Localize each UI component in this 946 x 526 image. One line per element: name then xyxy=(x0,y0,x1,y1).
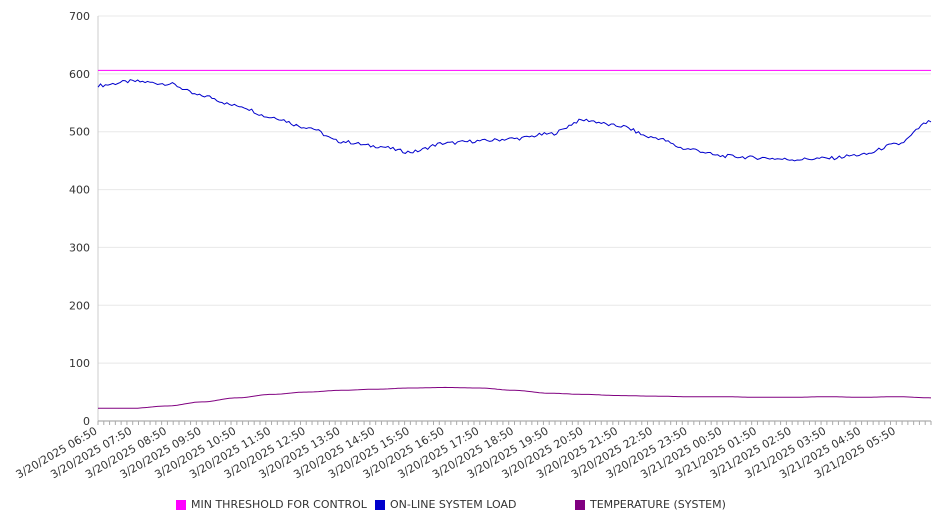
legend-label-temperature: TEMPERATURE (SYSTEM) xyxy=(590,498,726,511)
y-tick-label: 700 xyxy=(69,10,90,23)
legend-swatch-min-threshold xyxy=(176,499,186,510)
legend-swatch-system-load xyxy=(375,499,385,510)
legend-item-temperature: TEMPERATURE (SYSTEM) xyxy=(575,498,726,511)
legend-label-min-threshold: MIN THRESHOLD FOR CONTROL xyxy=(191,498,367,511)
legend-label-system-load: ON-LINE SYSTEM LOAD xyxy=(390,498,517,511)
y-tick-labels: 0 100 200 300 400 500 600 700 xyxy=(69,10,90,428)
x-tick-labels: 3/20/2025 06:503/20/2025 07:503/20/2025 … xyxy=(14,424,898,481)
y-tick-label: 400 xyxy=(69,184,90,197)
legend: MIN THRESHOLD FOR CONTROL ON-LINE SYSTEM… xyxy=(0,498,946,514)
legend-item-system-load: ON-LINE SYSTEM LOAD xyxy=(375,498,516,511)
y-tick-label: 0 xyxy=(83,415,90,428)
series-line-temperature-system xyxy=(98,386,932,409)
y-tick-label: 100 xyxy=(69,357,90,370)
y-tick-label: 500 xyxy=(69,126,90,139)
y-tick-label: 600 xyxy=(69,68,90,81)
axis-layer xyxy=(97,16,932,425)
y-tick-label: 300 xyxy=(69,241,90,254)
series-line-on-line-system-load xyxy=(97,79,932,162)
series-layer xyxy=(97,69,932,409)
legend-item-min-threshold: MIN THRESHOLD FOR CONTROL xyxy=(176,498,367,511)
legend-swatch-temperature xyxy=(575,499,585,510)
grid-layer xyxy=(98,15,931,364)
y-tick-label: 200 xyxy=(69,299,90,312)
